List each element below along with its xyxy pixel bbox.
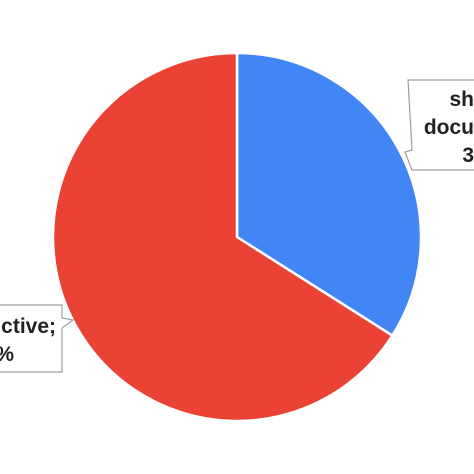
- pie-slice-2: [51, 51, 394, 423]
- callout-label-slice-1-line-2: docu: [424, 116, 474, 139]
- callout-label-slice-2-line-1: ctive;: [1, 315, 56, 338]
- callout-box-slice-2: [0, 304, 75, 373]
- callout-slice-2: ctive; %: [0, 304, 75, 373]
- callout-label-slice-1-line-1: sh: [449, 88, 474, 111]
- callout-box-slice-1: [404, 79, 474, 171]
- pie-slices: [51, 51, 423, 423]
- callout-label-slice-2-line-2: %: [0, 343, 14, 366]
- callout-slice-1: sh docu 3: [404, 79, 474, 171]
- callout-label-slice-1-line-3: 3: [462, 144, 474, 167]
